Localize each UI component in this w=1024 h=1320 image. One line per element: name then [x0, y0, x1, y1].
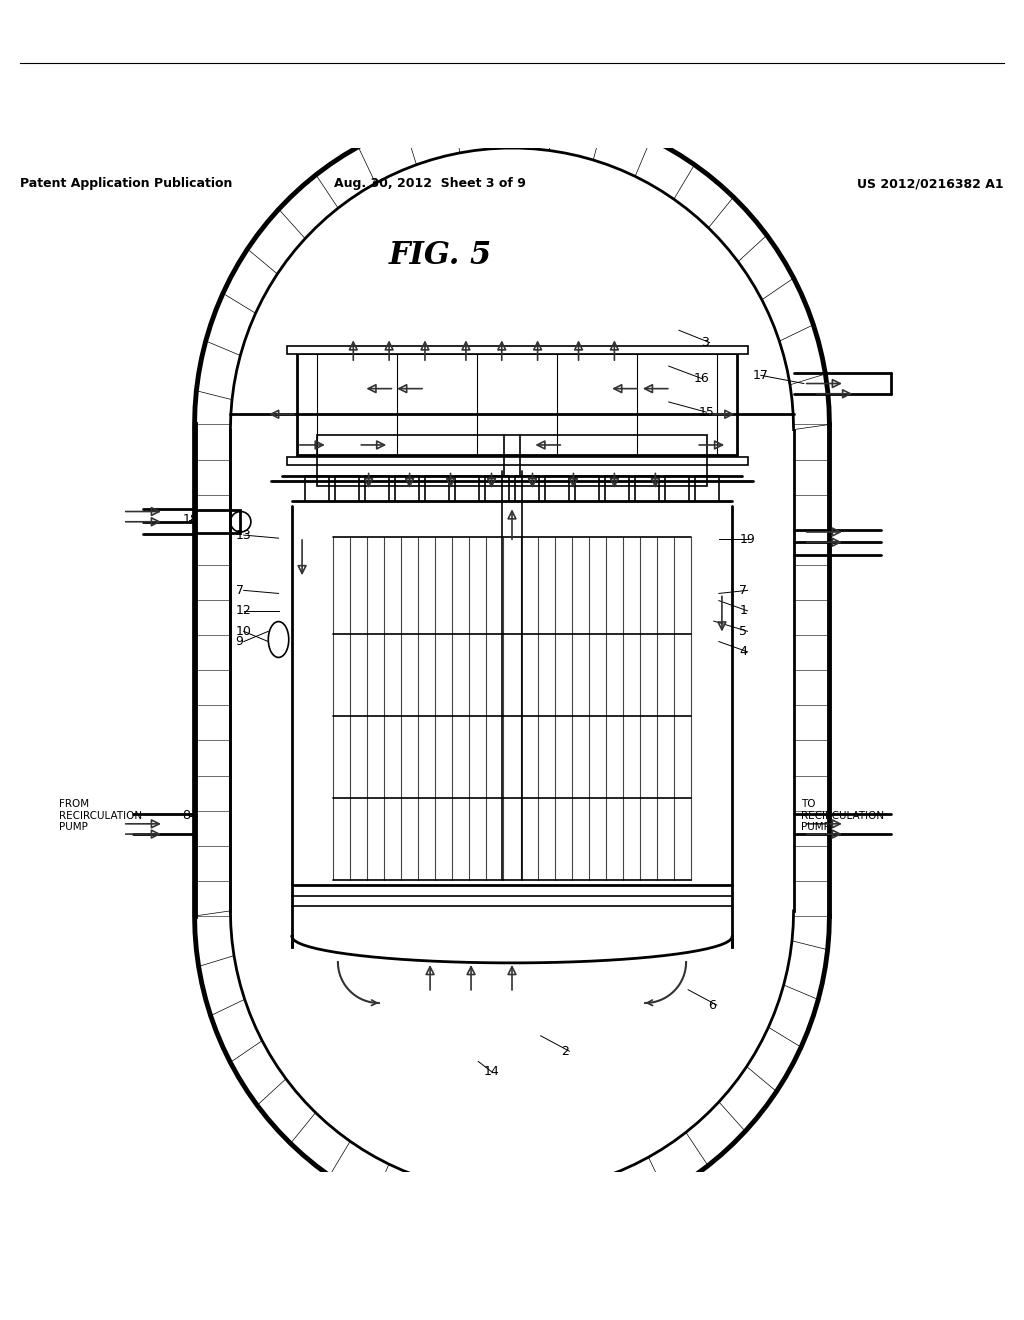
Text: 5: 5: [739, 624, 748, 638]
Text: 15: 15: [698, 405, 715, 418]
Text: Aug. 30, 2012  Sheet 3 of 9: Aug. 30, 2012 Sheet 3 of 9: [334, 177, 526, 190]
Text: 7: 7: [739, 583, 748, 597]
Bar: [297, 352, 737, 455]
Text: TO
RECIRCULATION
PUMP: TO RECIRCULATION PUMP: [801, 799, 884, 832]
Text: 18: 18: [182, 513, 199, 527]
Bar: [287, 346, 748, 354]
Text: US 2012/0216382 A1: US 2012/0216382 A1: [857, 177, 1004, 190]
Text: 14: 14: [483, 1065, 499, 1078]
Text: 13: 13: [236, 528, 251, 541]
Bar: [317, 434, 707, 486]
Bar: [287, 457, 748, 466]
Text: 19: 19: [739, 533, 755, 545]
Text: 7: 7: [236, 583, 244, 597]
Text: 4: 4: [739, 645, 748, 659]
Text: 10: 10: [236, 624, 252, 638]
Text: 17: 17: [753, 368, 769, 381]
Text: FIG. 5: FIG. 5: [389, 240, 492, 271]
Bar: [194, 511, 240, 533]
Text: 12: 12: [236, 605, 251, 618]
Text: Patent Application Publication: Patent Application Publication: [20, 177, 232, 190]
Text: 16: 16: [693, 372, 709, 385]
Text: 9: 9: [236, 635, 244, 648]
Text: 1: 1: [739, 605, 748, 618]
Text: 6: 6: [709, 999, 717, 1011]
Text: 2: 2: [561, 1044, 569, 1057]
Text: FROM
RECIRCULATION
PUMP: FROM RECIRCULATION PUMP: [59, 799, 142, 832]
Text: 8: 8: [182, 809, 190, 822]
Text: 3: 3: [701, 337, 710, 348]
